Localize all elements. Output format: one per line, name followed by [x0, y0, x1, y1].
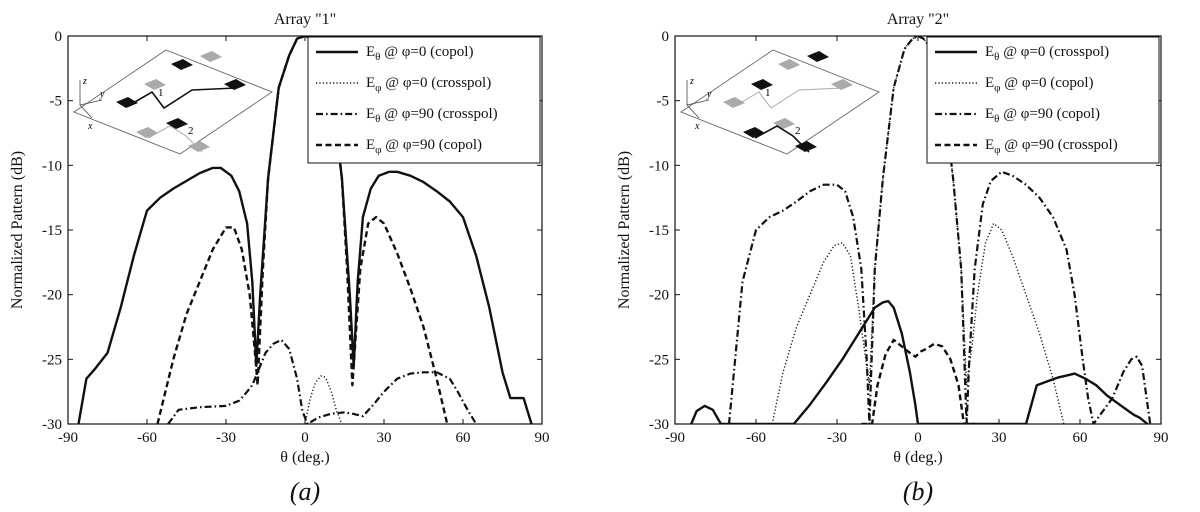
- y-tick-label: -15: [649, 223, 669, 239]
- chart-title: Array "1": [274, 11, 336, 28]
- inset-patch-1a: [116, 97, 138, 108]
- series-line-2: [304, 375, 343, 424]
- x-axis-label: θ (deg.): [893, 449, 942, 466]
- inset-y-label: y: [706, 89, 712, 100]
- inset-patch-2b: [807, 51, 829, 62]
- inset-x-axis: [79, 104, 93, 119]
- inset-array-label-2: 2: [795, 125, 801, 137]
- y-tick-label: -10: [649, 158, 669, 174]
- inset-patch-1b: [171, 59, 193, 70]
- inset-y-axis: [686, 99, 710, 106]
- array-inset: z y x 1 2: [73, 49, 273, 155]
- y-tick-label: -5: [657, 94, 670, 110]
- series-line-3: [167, 338, 478, 424]
- x-tick-label: 0: [301, 430, 309, 446]
- chart-title: Array "2": [887, 11, 949, 28]
- x-tick-label: 90: [535, 430, 550, 446]
- x-tick-label: -90: [58, 430, 78, 446]
- inset-patch-1b: [778, 59, 800, 70]
- inset-patch-2a: [144, 79, 166, 90]
- x-tick-label: -30: [216, 430, 236, 446]
- inset-y-axis: [79, 99, 103, 106]
- legend-box: [926, 36, 1160, 164]
- legend-entry-1: Eθ @ φ=0 (copol): [366, 44, 473, 63]
- x-tick-label: 30: [377, 430, 392, 446]
- legend-entry-3: Eθ @ φ=90 (crosspol): [366, 106, 498, 125]
- x-tick-label: 90: [1154, 430, 1169, 446]
- y-tick-label: -30: [42, 417, 62, 433]
- y-axis-label: Normalized Pattern (dB): [616, 151, 633, 309]
- x-tick-label: -30: [827, 430, 847, 446]
- y-tick-label: -5: [50, 94, 63, 110]
- inset-array-label-1: 1: [158, 87, 164, 99]
- inset-z-label: z: [82, 76, 87, 87]
- series-line-4: [156, 36, 449, 424]
- series-line-4: [861, 338, 975, 424]
- inset-x-label: x: [87, 121, 93, 132]
- x-tick-label: -60: [746, 430, 766, 446]
- x-tick-label: 60: [456, 430, 471, 446]
- chart-panel-1: -90 -60 -30 0 30 60 90 0 -5 -10 -15 -20 -25 -30 Array …: [9, 11, 550, 506]
- y-tick-label: -20: [649, 288, 669, 304]
- x-tick-label: -60: [137, 430, 157, 446]
- panel-label: (a): [290, 477, 320, 506]
- inset-patch-1d: [224, 79, 246, 90]
- inset-feed-1: [127, 87, 237, 110]
- y-tick-label: -25: [649, 352, 669, 368]
- inset-z-label: z: [689, 76, 694, 87]
- inset-y-label: y: [99, 89, 105, 100]
- legend-entry-4: Eφ @ φ=90 (crosspol): [985, 137, 1118, 156]
- inset-feed-2: [147, 125, 203, 153]
- inset-array-label-2: 2: [188, 125, 194, 137]
- x-tick-label: 30: [992, 430, 1007, 446]
- legend: Eθ @ φ=0 (copol) Eφ @ φ=0 (crosspol) Eθ @ …: [307, 36, 541, 164]
- x-tick-label: 0: [914, 430, 922, 446]
- x-axis-label: θ (deg.): [280, 449, 329, 466]
- inset-patch-2a: [751, 79, 773, 90]
- y-tick-label: -30: [649, 417, 669, 433]
- inset-feed-1: [734, 87, 844, 109]
- legend-entry-2: Eφ @ φ=0 (crosspol): [366, 75, 491, 94]
- chart-panel-2: -90 -60 -30 0 30 60 90 0 -5 -10 -15 -20 -25 -30 Array …: [616, 11, 1169, 506]
- inset-patch-2b: [200, 51, 222, 62]
- panel-label: (b): [903, 477, 933, 506]
- legend-entry-2: Eφ @ φ=0 (copol): [985, 75, 1094, 94]
- inset-patch-1a: [723, 97, 745, 108]
- array-inset: z y x 1 2: [680, 49, 880, 155]
- legend-box: [307, 36, 541, 164]
- y-tick-label: -15: [42, 223, 62, 239]
- y-tick-label: 0: [55, 29, 63, 45]
- y-tick-label: -20: [42, 288, 62, 304]
- legend-entry-3: Eθ @ φ=90 (copol): [985, 106, 1100, 125]
- legend-entry-1: Eθ @ φ=0 (crosspol): [985, 44, 1109, 63]
- inset-patch-1d: [831, 79, 853, 90]
- inset-x-axis: [686, 104, 700, 119]
- x-tick-label: 60: [1073, 430, 1088, 446]
- inset-array-label-1: 1: [765, 87, 771, 99]
- inset-feed-2: [754, 125, 810, 153]
- y-tick-label: 0: [662, 29, 670, 45]
- legend-entry-4: Eφ @ φ=90 (copol): [366, 137, 482, 156]
- inset-patch-1c: [166, 118, 188, 129]
- legend: Eθ @ φ=0 (crosspol) Eφ @ φ=0 (copol) Eθ @ …: [926, 36, 1160, 164]
- y-axis-label: Normalized Pattern (dB): [9, 151, 26, 309]
- x-tick-label: -90: [665, 430, 685, 446]
- y-tick-label: -25: [42, 352, 62, 368]
- inset-x-label: x: [694, 121, 700, 132]
- y-tick-label: -10: [42, 158, 62, 174]
- series-line-1: [690, 299, 1149, 424]
